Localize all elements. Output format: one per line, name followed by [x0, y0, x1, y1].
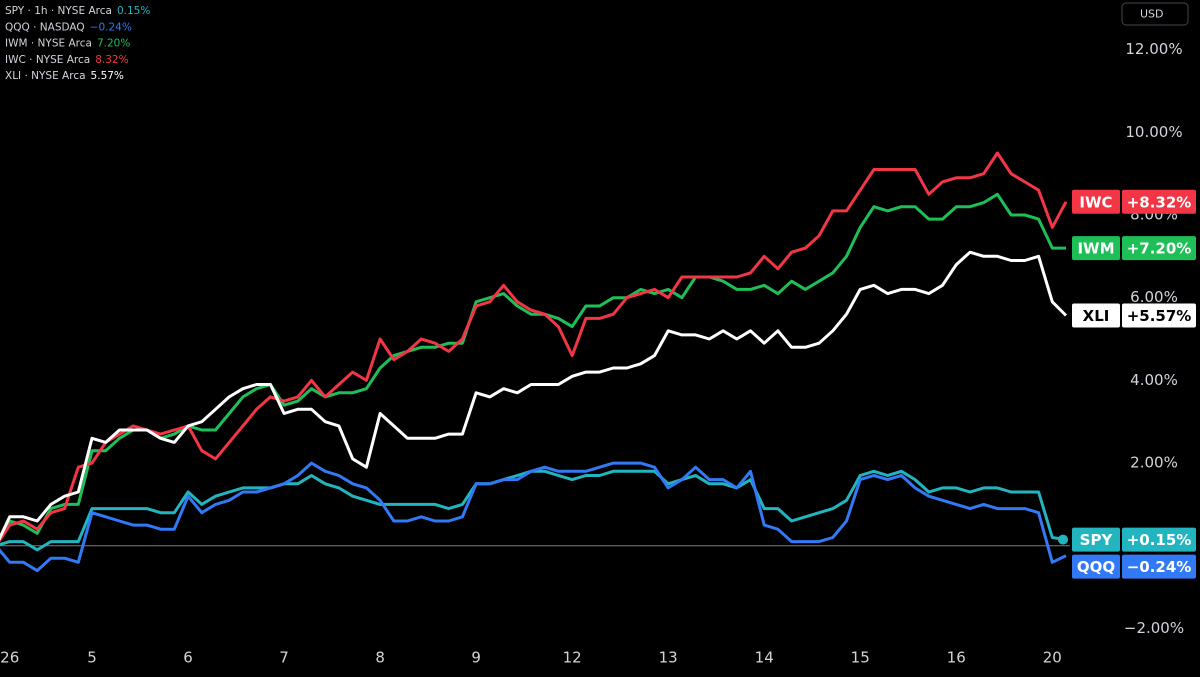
legend-name: XLI · NYSE Arca [5, 70, 86, 82]
legend-entry[interactable]: IWC · NYSE Arca 8.32% [5, 54, 129, 66]
x-tick-label: 9 [471, 649, 481, 667]
badge-name: IWM [1077, 240, 1114, 258]
badge-name-box [1072, 527, 1120, 552]
legend-value: 5.57% [91, 70, 124, 82]
x-tick-label: 15 [851, 649, 870, 667]
badge-name-box [1072, 189, 1120, 214]
badge-value-box [1122, 303, 1196, 328]
legend-value: 0.15% [117, 5, 150, 17]
currency-label[interactable]: USD [1140, 8, 1164, 21]
series-line [0, 461, 1067, 573]
series-line [0, 250, 1068, 541]
x-tick-label: 26 [0, 649, 19, 667]
legend-entry[interactable]: IWM · NYSE Arca 7.20% [5, 38, 130, 50]
x-tick-label: 20 [1043, 649, 1062, 667]
badge-name: XLI [1083, 307, 1110, 325]
x-tick-label: 8 [375, 649, 385, 667]
badge-value: −0.24% [1127, 558, 1192, 576]
legend-value: 8.32% [95, 54, 128, 66]
x-tick-label: 7 [279, 649, 289, 667]
badge-name-box [1072, 554, 1120, 579]
badge-name-box [1072, 303, 1120, 328]
legend-name: SPY · 1h · NYSE Arca [5, 5, 112, 17]
badge-value-box [1122, 554, 1196, 579]
y-tick-label: 10.00% [1125, 123, 1182, 141]
badge-name: SPY [1080, 531, 1114, 549]
badge-name-box [1072, 236, 1120, 261]
badge-value: +0.15% [1127, 531, 1192, 549]
y-tick-label: −2.00% [1124, 619, 1184, 637]
y-tick-label: 2.00% [1130, 454, 1178, 472]
badge-name: IWC [1079, 193, 1112, 211]
badge-value-box [1122, 236, 1196, 261]
badge-value-box [1122, 527, 1196, 552]
x-tick-label: 14 [755, 649, 774, 667]
legend-name: IWC · NYSE Arca [5, 54, 90, 66]
legend-name: IWM · NYSE Arca [5, 38, 92, 50]
badge-value: +8.32% [1127, 193, 1192, 211]
currency-button[interactable] [1121, 2, 1189, 26]
x-tick-label: 16 [947, 649, 966, 667]
badge-value: +5.57% [1127, 307, 1192, 325]
badge-value: +7.20% [1127, 240, 1192, 258]
x-tick-label: 13 [659, 649, 678, 667]
legend-entry[interactable]: XLI · NYSE Arca 5.57% [5, 70, 124, 82]
series-line [0, 192, 1066, 542]
y-tick-label: 6.00% [1130, 288, 1178, 306]
x-tick-label: 12 [563, 649, 582, 667]
y-tick-label: 4.00% [1130, 371, 1178, 389]
legend-value: 7.20% [97, 38, 130, 50]
legend-entry[interactable]: QQQ · NASDAQ −0.24% [5, 21, 132, 33]
x-tick-label: 6 [183, 649, 193, 667]
last-point [1058, 534, 1068, 545]
series-line [0, 151, 1068, 543]
x-tick-label: 5 [87, 649, 97, 667]
badge-name: QQQ [1077, 558, 1115, 576]
y-tick-label: 12.00% [1125, 40, 1182, 58]
legend-name: QQQ · NASDAQ [5, 21, 85, 33]
badge-value-box [1122, 189, 1196, 214]
legend-entry[interactable]: SPY · 1h · NYSE Arca 0.15% [5, 5, 150, 17]
legend-value: −0.24% [90, 21, 132, 33]
